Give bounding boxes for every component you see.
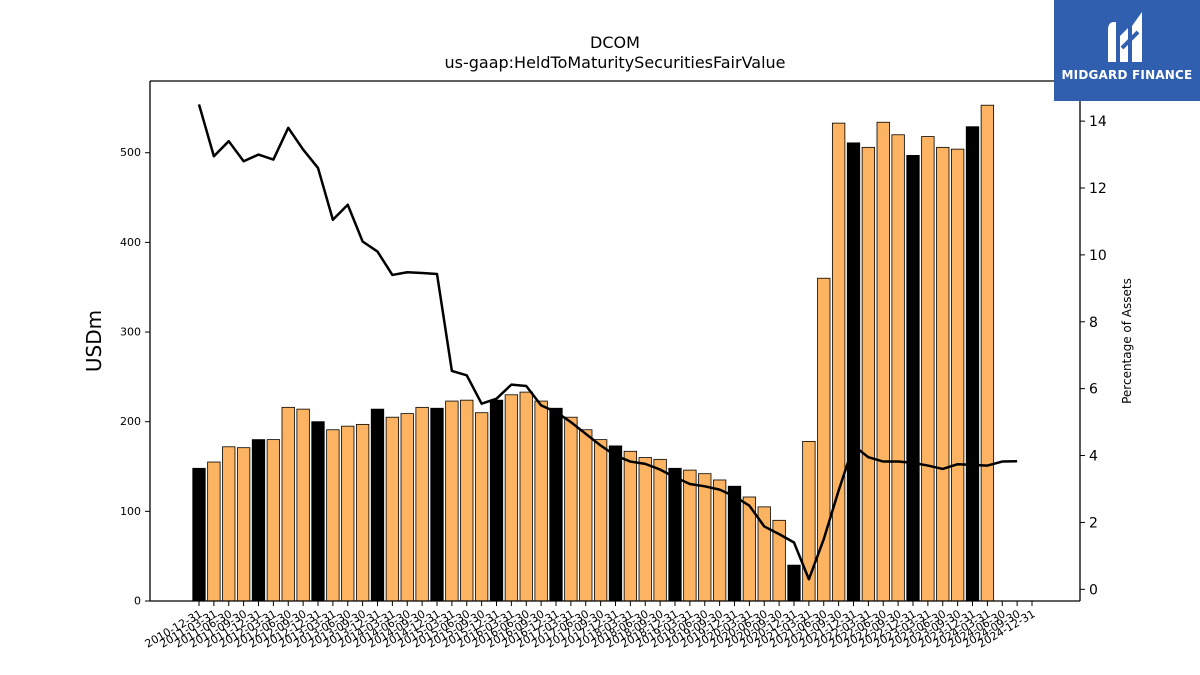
bar-2022-06-30 [876, 121, 890, 602]
y-tick-label: 400 [120, 236, 141, 249]
y-tick-label: 100 [120, 505, 141, 518]
bar-2012-12-31 [311, 421, 325, 602]
bar-2018-09-30 [653, 458, 667, 602]
bar-2017-09-30 [593, 439, 608, 602]
y2-tick-label: 10 [1089, 248, 1107, 264]
bar-2012-09-30 [296, 408, 310, 602]
bar-2013-06-30 [341, 425, 355, 602]
y2-tick-label: 0 [1089, 582, 1098, 598]
logo-mark-icon [1108, 12, 1142, 62]
bar-2011-06-30 [222, 446, 236, 602]
bar-2013-03-31 [326, 429, 340, 602]
bar-2015-12-31 [489, 399, 504, 602]
bar-2012-06-30 [281, 406, 295, 602]
bar-2017-03-31 [564, 416, 578, 602]
bar-2019-09-30 [712, 479, 727, 602]
bar-2014-06-30 [400, 413, 414, 602]
y2-tick-label: 2 [1089, 515, 1098, 531]
bar-2024-03-31 [980, 104, 995, 602]
bar-2019-12-31 [727, 485, 742, 602]
midgard-finance-logo: MIDGARD FINANCE [1054, 0, 1200, 101]
bar-2016-03-31 [504, 394, 519, 602]
y2-tick-label: 12 [1089, 181, 1107, 197]
chart-title: DCOM [590, 33, 640, 52]
y-tick-label: 0 [134, 595, 141, 608]
y2-tick-label: 8 [1089, 315, 1098, 331]
bar-2011-12-31 [251, 439, 266, 602]
y-tick-label: 300 [120, 326, 141, 339]
bar-2021-09-30 [831, 122, 846, 602]
y-tick-label: 500 [120, 146, 141, 159]
bar-2019-06-30 [698, 473, 712, 602]
bar-2016-09-30 [534, 400, 548, 602]
bar-2022-03-31 [861, 146, 876, 602]
bar-2014-03-31 [385, 416, 400, 602]
bar-2015-09-30 [474, 412, 489, 602]
line-percentage-of-assets [197, 104, 1018, 581]
bar-2023-06-30 [936, 146, 950, 602]
bar-2014-09-30 [415, 406, 429, 602]
bar-2015-03-31 [445, 400, 459, 602]
y2-axis-label: Percentage of Assets [1120, 278, 1134, 404]
logo-text: MIDGARD FINANCE [1061, 68, 1193, 82]
bar-2012-03-31 [266, 439, 281, 602]
bar-2019-03-31 [683, 469, 697, 602]
bar-2023-03-31 [921, 136, 935, 602]
bar-2014-12-31 [430, 407, 444, 602]
bar-2011-03-31 [207, 461, 221, 602]
bar-2011-09-30 [236, 447, 251, 602]
bar-2015-06-30 [460, 399, 474, 602]
bar-2022-12-31 [906, 155, 920, 602]
y-tick-label: 200 [120, 415, 141, 428]
y2-tick-label: 4 [1089, 449, 1098, 465]
bar-2021-12-31 [846, 142, 861, 602]
bar-2023-12-31 [965, 126, 980, 602]
y2-tick-label: 6 [1089, 382, 1098, 398]
y2-tick-label: 14 [1089, 114, 1107, 130]
bar-2013-09-30 [355, 423, 370, 602]
bar-2016-12-31 [549, 407, 563, 602]
bar-2017-06-30 [579, 429, 593, 602]
bar-2020-12-31 [787, 564, 801, 602]
y-axis-label: USDm [82, 310, 106, 372]
bar-2018-06-30 [638, 457, 652, 602]
bar-2016-06-30 [519, 391, 533, 602]
bar-2018-03-31 [623, 450, 638, 602]
bar-2017-12-31 [608, 445, 623, 602]
bar-2013-12-31 [370, 408, 385, 602]
bar-2010-12-31 [192, 467, 206, 602]
bar-2023-09-30 [950, 148, 965, 602]
bar-2018-12-31 [668, 467, 682, 602]
chart-subtitle: us-gaap:HeldToMaturitySecuritiesFairValu… [444, 53, 786, 72]
bar-2022-09-30 [891, 134, 905, 602]
